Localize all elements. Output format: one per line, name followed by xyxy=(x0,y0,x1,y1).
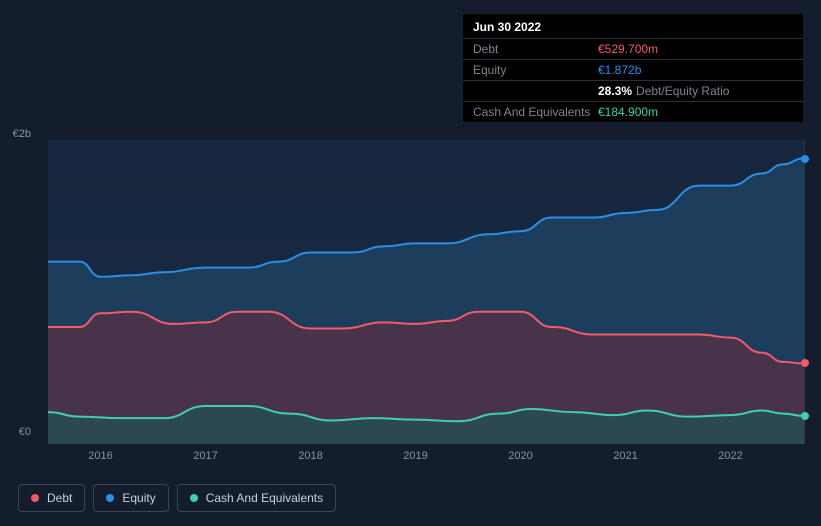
tooltip-row-label: Debt xyxy=(473,42,598,56)
x-tick: 2020 xyxy=(508,450,532,462)
y-tick-min: €0 xyxy=(0,426,31,438)
tooltip-row-value: €529.700m xyxy=(598,42,658,56)
tooltip-date: Jun 30 2022 xyxy=(463,14,803,39)
plot-area[interactable] xyxy=(48,140,804,444)
y-tick-max: €2b xyxy=(0,128,31,140)
tooltip-row-value: €184.900m xyxy=(598,105,658,119)
legend-item-label: Equity xyxy=(122,491,155,505)
x-tick: 2021 xyxy=(613,450,637,462)
legend-item-debt[interactable]: Debt xyxy=(18,484,85,512)
tooltip-row-value: 28.3%Debt/Equity Ratio xyxy=(598,84,729,98)
x-axis: 2016 2017 2018 2019 2020 2021 2022 xyxy=(48,450,804,470)
tooltip-row: Equity€1.872b xyxy=(463,60,803,81)
x-tick: 2017 xyxy=(193,450,217,462)
x-tick: 2018 xyxy=(298,450,322,462)
tooltip-row-value: €1.872b xyxy=(598,63,641,77)
tooltip-row-label xyxy=(473,84,598,98)
legend-swatch-icon xyxy=(106,494,114,502)
x-tick: 2019 xyxy=(403,450,427,462)
tooltip-row-label: Equity xyxy=(473,63,598,77)
tooltip-row: Cash And Equivalents€184.900m xyxy=(463,102,803,122)
legend-swatch-icon xyxy=(190,494,198,502)
x-tick: 2022 xyxy=(718,450,742,462)
tooltip-row: Debt€529.700m xyxy=(463,39,803,60)
tooltip-row-suffix: Debt/Equity Ratio xyxy=(636,84,729,98)
chart-hover-line xyxy=(804,140,805,444)
legend-item-cash[interactable]: Cash And Equivalents xyxy=(177,484,336,512)
legend-item-label: Debt xyxy=(47,491,72,505)
x-tick: 2016 xyxy=(88,450,112,462)
chart-tooltip: Jun 30 2022 Debt€529.700mEquity€1.872b28… xyxy=(463,14,803,122)
tooltip-row-label: Cash And Equivalents xyxy=(473,105,598,119)
legend-item-equity[interactable]: Equity xyxy=(93,484,168,512)
legend-swatch-icon xyxy=(31,494,39,502)
series-end-dot-cash xyxy=(801,412,809,420)
legend-item-label: Cash And Equivalents xyxy=(206,491,323,505)
tooltip-row: 28.3%Debt/Equity Ratio xyxy=(463,81,803,102)
chart-legend: Debt Equity Cash And Equivalents xyxy=(18,484,336,512)
